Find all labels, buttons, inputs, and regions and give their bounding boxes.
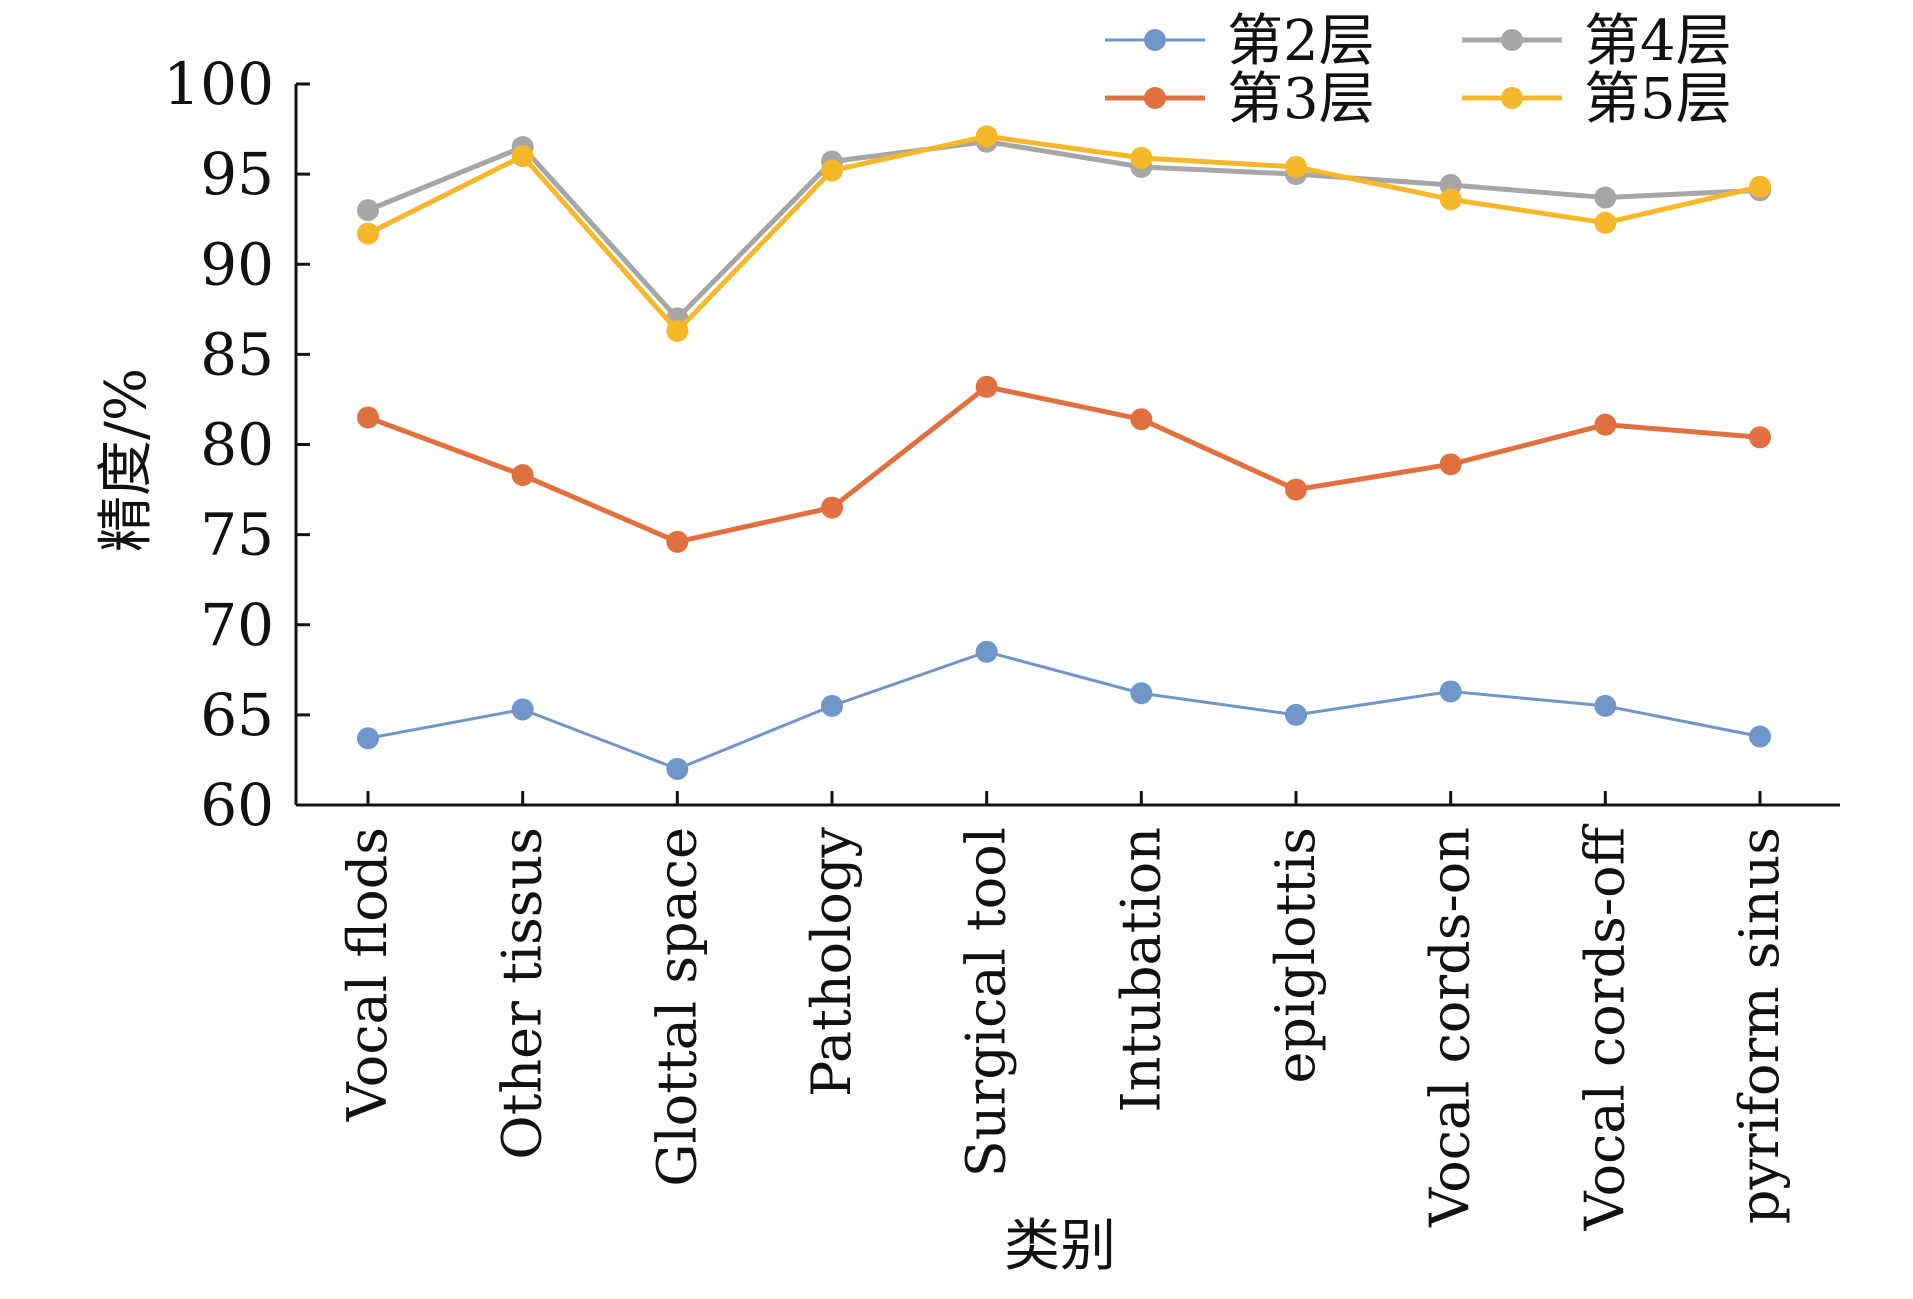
legend-marker: [1501, 29, 1523, 51]
data-point: [1285, 703, 1307, 726]
data-point: [1439, 453, 1462, 476]
data-point: [821, 159, 843, 182]
x-tick-label: epiglottis: [1264, 827, 1327, 1084]
y-tick-label: 85: [200, 320, 274, 388]
chart-axes: 60 65 70 75 80 85 90 95 100 Vocal flods Other tiss…: [163, 50, 1840, 1231]
data-point: [975, 640, 998, 663]
series-line: [366, 133, 1761, 334]
data-point: [1594, 694, 1617, 717]
x-tick-label: pyriform sinus: [1728, 827, 1791, 1224]
data-point: [666, 530, 689, 553]
series-2: [357, 375, 1771, 553]
data-point: [357, 222, 379, 245]
x-tick-label: Vocal cords-on: [1419, 827, 1482, 1228]
data-point: [1130, 146, 1153, 169]
legend-item: 第3层: [1105, 67, 1375, 132]
y-tick-label: 100: [163, 50, 274, 118]
legend-item: 第5层: [1462, 67, 1732, 132]
y-tick-label: 95: [200, 140, 274, 208]
y-axis-title: 精度/%: [94, 368, 159, 552]
y-tick-label: 70: [200, 591, 274, 659]
legend-label: 第2层: [1227, 9, 1375, 74]
series-line: [367, 139, 1761, 321]
data-point: [821, 694, 843, 717]
series-line: [367, 650, 1761, 771]
legend-item: 第2层: [1105, 9, 1375, 74]
series-line: [367, 384, 1761, 545]
legend-label: 第5层: [1584, 67, 1732, 132]
data-point: [1439, 188, 1462, 211]
series-4: [357, 125, 1771, 342]
y-tick-label: 65: [200, 681, 274, 749]
x-tick-label: Other tissus: [491, 827, 554, 1160]
data-point: [1594, 211, 1617, 234]
data-point: [1594, 186, 1617, 209]
y-tick-label: 80: [200, 411, 274, 479]
series-layer: [357, 125, 1771, 780]
legend-label: 第4层: [1584, 9, 1732, 74]
data-point: [1285, 478, 1307, 501]
x-tick-label: Vocal cords-off: [1573, 823, 1636, 1231]
x-tick-label: Surgical tool: [955, 827, 1018, 1177]
data-point: [357, 727, 379, 750]
x-tick-label: Pathology: [800, 827, 863, 1097]
data-point: [1594, 413, 1617, 436]
data-point: [1130, 408, 1153, 431]
legend-item: 第4层: [1462, 9, 1732, 74]
data-point: [511, 145, 534, 168]
data-point: [1439, 680, 1462, 703]
data-point: [511, 464, 534, 487]
data-point: [357, 406, 379, 429]
series-1: [357, 640, 1771, 780]
legend-marker: [1144, 87, 1166, 109]
data-point: [666, 319, 689, 342]
y-tick-label: 90: [200, 230, 274, 298]
data-point: [357, 199, 379, 222]
data-point: [975, 125, 998, 148]
y-tick-label: 75: [200, 501, 274, 569]
data-point: [1749, 725, 1771, 748]
data-point: [1130, 682, 1153, 705]
series-3: [357, 130, 1771, 330]
x-tick-label: Glottal space: [645, 827, 708, 1187]
y-tick-label: 60: [200, 771, 274, 839]
data-point: [975, 375, 998, 398]
x-axis-title: 类别: [1004, 1214, 1116, 1279]
legend-label: 第3层: [1227, 67, 1375, 132]
data-point: [666, 757, 689, 780]
legend-marker: [1144, 29, 1166, 51]
data-point: [511, 698, 534, 721]
data-point: [1749, 426, 1771, 449]
x-tick-label: Intubation: [1109, 827, 1172, 1113]
legend-marker: [1501, 87, 1523, 109]
data-point: [1749, 175, 1771, 198]
data-point: [1285, 155, 1307, 178]
x-tick-label: Vocal flods: [336, 827, 399, 1122]
data-point: [821, 496, 843, 519]
